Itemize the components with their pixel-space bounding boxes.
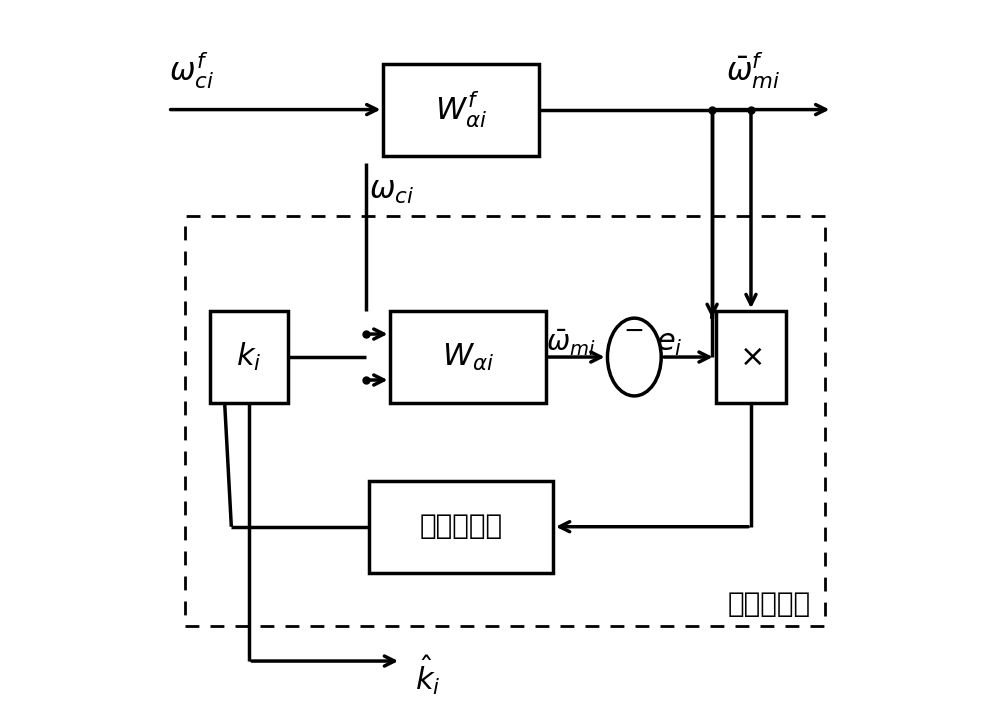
Text: $W_{\alpha i}$: $W_{\alpha i}$ bbox=[442, 341, 494, 373]
Bar bbox=[185, 216, 825, 626]
Text: 自适应机构: 自适应机构 bbox=[420, 513, 503, 540]
Text: 故障估计器: 故障估计器 bbox=[728, 591, 811, 618]
Text: $\hat{k}_i$: $\hat{k}_i$ bbox=[415, 653, 441, 697]
Text: $W_{\alpha i}^{f}$: $W_{\alpha i}^{f}$ bbox=[435, 89, 487, 130]
Bar bbox=[716, 311, 786, 403]
Bar bbox=[390, 311, 546, 403]
Text: $\omega_{ci}^{f}$: $\omega_{ci}^{f}$ bbox=[169, 50, 214, 91]
Text: $\bar{\omega}_{mi}$: $\bar{\omega}_{mi}$ bbox=[546, 327, 596, 358]
Text: $e_i$: $e_i$ bbox=[656, 327, 682, 358]
Text: $\bar{\omega}_{mi}^{f}$: $\bar{\omega}_{mi}^{f}$ bbox=[726, 50, 781, 91]
Text: $\omega_{ci}$: $\omega_{ci}$ bbox=[369, 175, 414, 206]
Bar bbox=[383, 64, 539, 156]
Text: $\times$: $\times$ bbox=[739, 341, 763, 373]
Text: $-$: $-$ bbox=[623, 320, 643, 342]
Bar bbox=[369, 481, 553, 573]
Text: $k_i$: $k_i$ bbox=[236, 341, 262, 373]
Bar bbox=[210, 311, 288, 403]
